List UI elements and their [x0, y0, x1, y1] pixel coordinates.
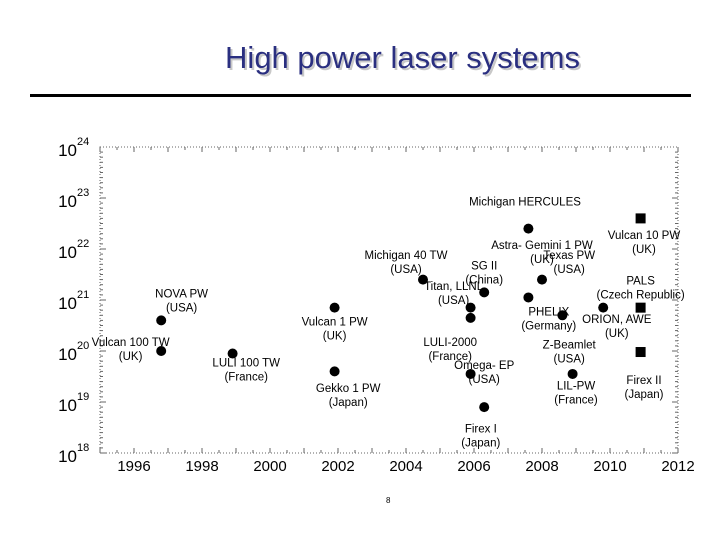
annotation-label: Gekko 1 PW: [316, 383, 381, 395]
y-tick-label-base: 10: [58, 243, 77, 262]
slide-number: 8: [386, 496, 391, 505]
y-tick-label-exponent: 18: [77, 442, 89, 454]
annotation-label: (USA): [438, 295, 469, 307]
data-point-circle: [465, 302, 476, 313]
data-point-circle: [465, 312, 476, 323]
data-point-circle: [523, 292, 534, 303]
annotation-label: (UK): [530, 254, 554, 266]
annotation-label: Omega- EP: [454, 360, 514, 372]
y-tick-label-exponent: 23: [77, 187, 89, 199]
annotation-label: (France): [428, 351, 472, 363]
y-tick-label-base: 10: [58, 141, 77, 160]
data-point-circle: [418, 274, 428, 285]
y-tick-label-base: 10: [58, 345, 77, 364]
annotation-label: Firex II: [626, 375, 661, 387]
annotation-label: (UK): [119, 351, 143, 363]
annotation-label: Michigan HERCULES: [469, 197, 581, 209]
annotation-label: (UK): [605, 328, 629, 340]
annotation-label: Vulcan 10 PW: [608, 230, 681, 242]
annotation-label: Titan, LLNL: [424, 281, 484, 293]
x-tick-label: 1996: [117, 458, 150, 475]
annotation-label: LULI-2000: [423, 337, 477, 349]
x-tick-label: 1998: [185, 458, 218, 475]
annotation-label: (UK): [323, 331, 347, 343]
data-point-square: [635, 302, 646, 313]
data-point-square: [635, 347, 646, 358]
data-point-circle: [156, 315, 167, 326]
annotation-label: (USA): [166, 302, 197, 314]
data-point-square: [635, 213, 646, 224]
x-tick-label: 2000: [253, 458, 286, 475]
annotation-label: (USA): [554, 264, 585, 276]
x-tick-label: 2002: [321, 458, 354, 475]
y-tick-label-exponent: 22: [77, 238, 89, 250]
annotation-label: (UK): [632, 244, 656, 256]
title-rule: [30, 94, 691, 97]
annotation-label: Texas PW: [543, 250, 595, 262]
data-point-circle: [479, 402, 490, 413]
annotation-label: Michigan 40 TW: [365, 250, 448, 262]
annotation-label: (Czech Republic): [596, 290, 684, 302]
annotation-label: SG II: [471, 260, 497, 272]
annotation-label: ORION, AWE: [582, 314, 652, 326]
x-tick-label: 2008: [525, 458, 558, 475]
annotation-label: (Japan): [329, 397, 368, 409]
y-tick-label-exponent: 19: [77, 391, 89, 403]
data-point-circle: [598, 302, 609, 313]
annotation-label: NOVA PW: [155, 288, 208, 300]
data-point-circle: [227, 348, 238, 359]
data-point-circle: [479, 287, 490, 298]
x-tick-label: 2006: [457, 458, 490, 475]
data-point-circle: [329, 302, 340, 313]
data-point-circle: [329, 366, 340, 377]
y-tick-label-exponent: 21: [77, 289, 89, 301]
annotation-label: (France): [554, 394, 598, 406]
annotation-label: Vulcan 100 TW: [92, 337, 170, 349]
annotation-label: (Japan): [625, 389, 664, 401]
y-tick-label-base: 10: [58, 192, 77, 211]
annotation-label: Astra- Gemini 1 PW: [491, 240, 593, 252]
data-point-circle: [537, 274, 547, 285]
y-tick-label-base: 10: [58, 447, 77, 466]
data-point-circle: [465, 368, 476, 379]
y-tick-label-base: 10: [58, 396, 77, 415]
data-point-circle: [523, 223, 534, 234]
annotation-label: PALS: [626, 276, 655, 288]
annotation-label: (China): [465, 274, 503, 286]
annotation-label: Vulcan 1 PW: [302, 317, 368, 329]
y-tick-label-exponent: 20: [77, 340, 89, 352]
data-point-circle: [557, 310, 568, 321]
annotation-label: (Japan): [461, 438, 500, 450]
data-point-circle: [567, 368, 578, 379]
y-tick-label-base: 10: [58, 294, 77, 313]
data-point-circle: [156, 346, 167, 356]
annotation-label: (USA): [469, 374, 500, 386]
annotation-label: (France): [224, 371, 268, 383]
slide-title: High power laser systems: [225, 40, 580, 75]
annotation-label: Firex I: [465, 424, 497, 436]
annotation-label: PHELIX: [528, 306, 569, 318]
annotation-label: Z-Beamlet: [543, 339, 597, 351]
x-tick-label: 2010: [593, 458, 626, 475]
x-tick-label: 2004: [389, 458, 422, 475]
annotation-label: LIL-PW: [557, 380, 595, 392]
annotation-label: (USA): [554, 353, 585, 365]
annotation-label: (USA): [390, 264, 421, 276]
annotation-label: (Germany): [521, 320, 576, 332]
y-tick-label-exponent: 24: [77, 136, 89, 148]
x-tick-label: 2012: [661, 458, 694, 475]
annotation-label: LULI 100 TW: [212, 357, 280, 369]
